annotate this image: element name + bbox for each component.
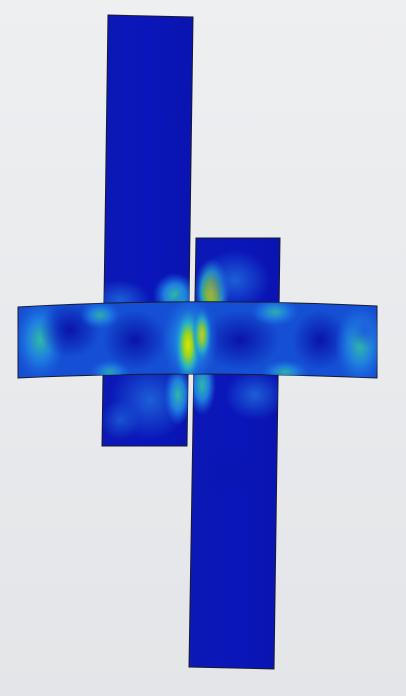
upper-left-member[interactable] xyxy=(90,14,198,447)
horizontal-beam[interactable] xyxy=(15,295,385,385)
